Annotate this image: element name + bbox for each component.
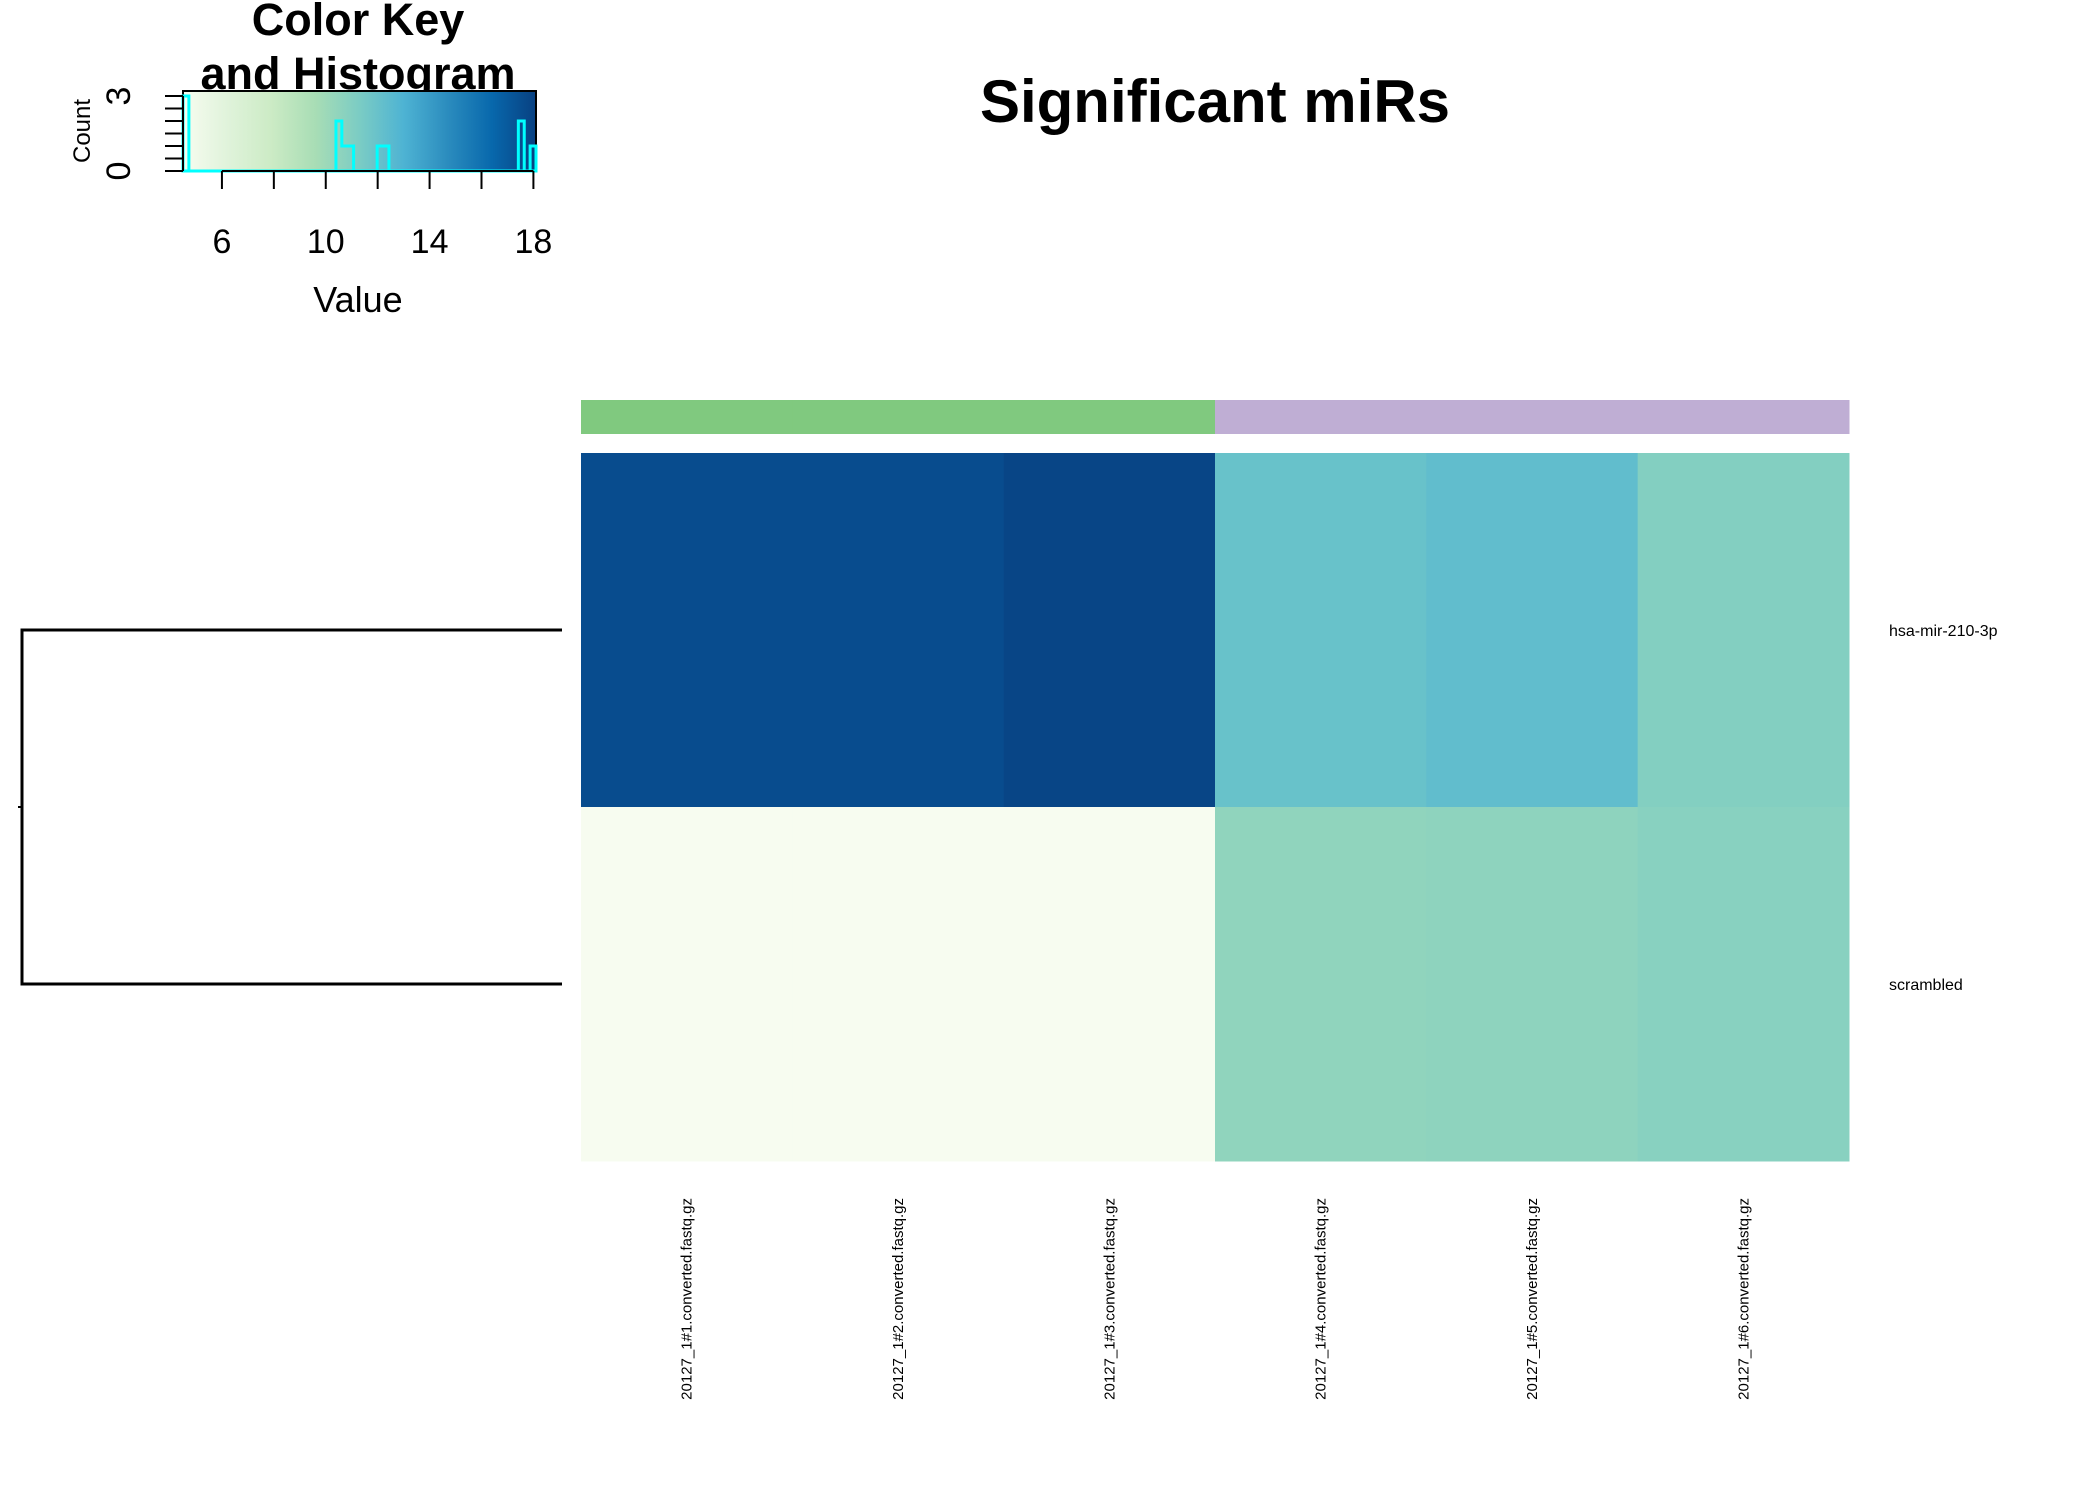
column-group-bar (581, 400, 793, 434)
y-tick-label: 3 (100, 87, 138, 106)
x-tick-label: 10 (307, 223, 345, 261)
heatmap-cell (1426, 453, 1639, 808)
column-group-bar (1003, 400, 1216, 434)
heatmap-cell (1215, 807, 1427, 1162)
color-key-y-label: Count (69, 99, 96, 163)
heatmap-cell (581, 807, 793, 1162)
heatmap-cell (1637, 453, 1850, 808)
column-label: 20127_1#6.converted.fastq.gz (1735, 1198, 1752, 1400)
column-label: 20127_1#1.converted.fastq.gz (679, 1198, 696, 1400)
heatmap-cell (1426, 807, 1639, 1162)
heatmap-cell (1637, 807, 1850, 1162)
color-key: Color Key and Histogram 6 10 14 18 03 Value… (69, 0, 552, 320)
color-key-y-axis: 03 (100, 87, 184, 181)
chart-title: Significant miRs (980, 68, 1450, 135)
heatmap-cell (581, 453, 793, 808)
heatmap-cell (1003, 807, 1216, 1162)
color-key-gradient-bar (182, 90, 537, 172)
column-label: 20127_1#2.converted.fastq.gz (890, 1198, 907, 1400)
dendrogram-branch (20, 628, 562, 986)
heatmap-cell (1215, 453, 1427, 808)
column-group-bar (1215, 400, 1427, 434)
column-label: 20127_1#3.converted.fastq.gz (1101, 1198, 1118, 1400)
column-label: 20127_1#4.converted.fastq.gz (1313, 1198, 1330, 1400)
color-key-x-axis: 6 10 14 18 (212, 170, 552, 261)
heatmap-cell (792, 453, 1005, 808)
column-group-bar (1426, 400, 1639, 434)
x-tick-label: 18 (514, 223, 552, 261)
row-label: scrambled (1889, 977, 1963, 994)
column-group-sidebar (581, 400, 1850, 434)
color-key-title-line1: Color Key (252, 0, 465, 45)
x-tick-label: 6 (212, 223, 231, 261)
column-labels: 20127_1#1.converted.fastq.gz 20127_1#2.co… (679, 1198, 1753, 1400)
y-tick-label: 0 (100, 162, 138, 181)
heatmap-cells (581, 453, 1850, 1162)
column-label: 20127_1#5.converted.fastq.gz (1524, 1198, 1541, 1400)
column-group-bar (792, 400, 1005, 434)
row-label: hsa-mir-210-3p (1889, 623, 1998, 640)
heatmap-cell (792, 807, 1005, 1162)
row-labels: hsa-mir-210-3p scrambled (1889, 623, 1998, 994)
x-tick-label: 14 (411, 223, 449, 261)
row-dendrogram (18, 628, 562, 986)
heatmap-cell (1003, 453, 1216, 808)
color-key-x-label: Value (313, 279, 402, 320)
column-group-bar (1637, 400, 1850, 434)
